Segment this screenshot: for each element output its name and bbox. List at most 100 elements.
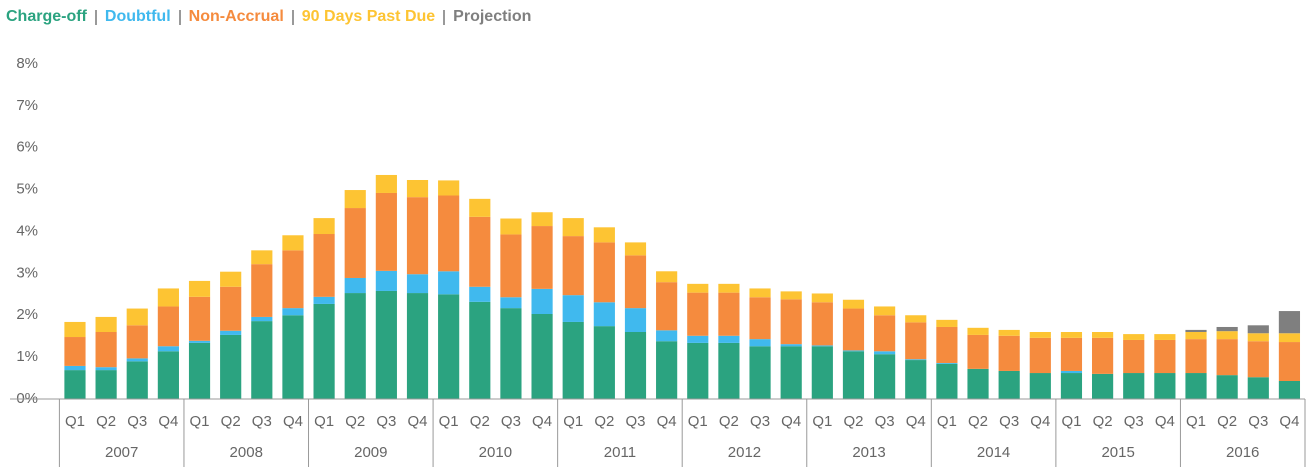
x-tick-label: Q2 <box>843 413 863 430</box>
bar-segment <box>905 322 927 360</box>
bar-segment <box>220 334 242 399</box>
bar-segment <box>687 335 709 343</box>
bar-segment <box>95 332 117 368</box>
bar-segment <box>64 370 86 399</box>
x-tick-label: Q2 <box>96 413 116 430</box>
group-label: 2013 <box>852 444 885 461</box>
bar-segment <box>64 321 86 338</box>
bar-segment <box>531 226 553 289</box>
bar-segment <box>1060 332 1083 338</box>
x-tick-label: Q3 <box>1248 413 1268 430</box>
bar-segment <box>344 293 366 399</box>
y-tick-label: 8% <box>16 55 38 72</box>
bar-segment <box>1092 337 1114 374</box>
bar-segment <box>469 301 491 399</box>
bar-segment <box>593 326 615 399</box>
x-tick-label: Q4 <box>657 413 677 430</box>
bar-segment <box>1123 334 1145 340</box>
group-label: 2009 <box>354 444 387 461</box>
x-tick-label: Q4 <box>1155 413 1175 430</box>
bar-segment <box>687 342 709 399</box>
x-tick-label: Q1 <box>937 413 957 430</box>
group-label: 2014 <box>977 444 1010 461</box>
bar-segment <box>936 363 958 399</box>
bar-segment <box>375 192 397 271</box>
bar-segment <box>718 342 740 399</box>
x-tick-label: Q3 <box>999 413 1019 430</box>
bar-segment <box>157 306 179 347</box>
bar-segment <box>718 335 740 343</box>
bar-segment <box>282 250 304 309</box>
x-tick-label: Q4 <box>408 413 428 430</box>
bar-segment <box>562 218 584 237</box>
bar-segment <box>126 308 148 326</box>
bar-segment <box>936 362 958 364</box>
bar-segment <box>749 346 771 399</box>
bar-segment <box>1185 332 1207 340</box>
bar-segment <box>718 292 740 336</box>
x-tick-label: Q4 <box>781 413 801 430</box>
bar-segment <box>562 295 584 322</box>
bar-segment <box>313 218 335 235</box>
bar-segment <box>1247 325 1269 334</box>
x-tick-label: Q2 <box>221 413 241 430</box>
bar-segment <box>1029 337 1051 374</box>
group-label: 2008 <box>230 444 263 461</box>
bar-segment <box>998 335 1020 371</box>
bar-segment <box>842 351 865 399</box>
bar-segment <box>1247 341 1269 378</box>
x-tick-label: Q2 <box>1093 413 1113 430</box>
bar-segment <box>811 302 833 346</box>
bar-segment <box>95 367 117 371</box>
bar-segment <box>531 288 553 314</box>
bar-segment <box>1247 377 1269 399</box>
bar-segment <box>157 351 179 399</box>
bar-segment <box>157 288 179 307</box>
bar-segment <box>1154 339 1176 374</box>
bar-segment <box>251 250 273 265</box>
bar-segment <box>905 360 927 399</box>
bar-segment <box>998 329 1020 336</box>
bar-segment <box>406 197 429 275</box>
bar-segment <box>344 277 366 294</box>
group-label: 2007 <box>105 444 138 461</box>
x-tick-label: Q1 <box>1186 413 1206 430</box>
bar-segment <box>562 321 584 399</box>
bar-segment <box>406 274 429 294</box>
legend-entry: Doubtful <box>104 8 171 25</box>
bar-segment <box>687 292 709 336</box>
bar-segment <box>251 316 273 322</box>
bar-segment <box>469 198 491 217</box>
bar-segment <box>220 286 242 331</box>
bar-segment <box>126 325 148 359</box>
bar-segment <box>718 283 740 293</box>
bar-segment <box>749 339 771 347</box>
bar-segment <box>313 296 335 304</box>
bar-segment <box>282 315 304 399</box>
bar-segment <box>1185 329 1207 332</box>
bar-segment <box>656 341 678 399</box>
bar-segment <box>406 293 429 399</box>
x-tick-label: Q3 <box>252 413 272 430</box>
y-tick-label: 1% <box>16 348 38 365</box>
bar-segment <box>313 234 335 297</box>
bar-segment <box>1154 334 1176 340</box>
bar-segment <box>593 242 615 303</box>
bar-segment <box>749 288 771 298</box>
x-tick-label: Q4 <box>1030 413 1050 430</box>
bar-segment <box>562 236 584 296</box>
x-tick-label: Q3 <box>376 413 396 430</box>
bar-segment <box>188 280 211 297</box>
x-tick-label: Q4 <box>283 413 303 430</box>
y-tick-label: 3% <box>16 264 38 281</box>
bar-segment <box>624 308 647 332</box>
bar-segment <box>188 342 211 399</box>
bar-segment <box>220 330 242 335</box>
bar-segment <box>811 293 833 303</box>
bar-segment <box>842 308 865 351</box>
x-tick-label: Q2 <box>1217 413 1237 430</box>
legend-entry: Charge-off <box>6 8 87 25</box>
bar-segment <box>1123 339 1145 374</box>
